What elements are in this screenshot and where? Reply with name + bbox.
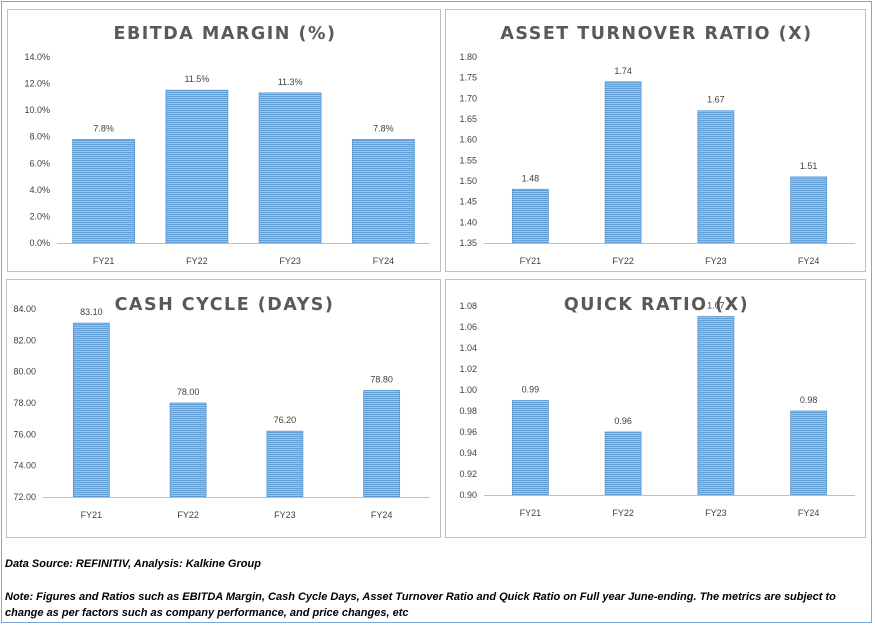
y-tick-label: 1.04 bbox=[459, 343, 477, 353]
data-label: 1.51 bbox=[800, 161, 818, 171]
data-label: 78.80 bbox=[370, 374, 393, 384]
chart-title: ASSET TURNOVER RATIO (X) bbox=[500, 24, 812, 44]
y-tick-label: 2.0% bbox=[29, 211, 50, 221]
bar-chart-cash-cycle: CASH CYCLE (DAYS) 72.00 74.00 76.00 78.00 80.… bbox=[13, 295, 430, 520]
y-tick-label: 8.0% bbox=[29, 132, 50, 142]
y-tick-label: 0.0% bbox=[29, 238, 50, 248]
bar-fy23 bbox=[697, 110, 735, 244]
chart-title: CASH CYCLE (DAYS) bbox=[115, 295, 335, 315]
x-tick-label: FY21 bbox=[81, 510, 103, 520]
bar-fy21 bbox=[511, 400, 549, 496]
x-tick-label: FY24 bbox=[798, 508, 820, 518]
bar-fy22 bbox=[165, 89, 229, 244]
y-tick-label: 0.94 bbox=[459, 448, 477, 458]
y-tick-label: 1.55 bbox=[459, 155, 477, 165]
chart-panel-cash-cycle: CASH CYCLE (DAYS) 72.00 74.00 76.00 78.00 80.… bbox=[6, 279, 441, 538]
bar-fy21 bbox=[72, 322, 110, 498]
data-label: 76.20 bbox=[274, 415, 297, 425]
bar-fy23 bbox=[266, 430, 304, 498]
y-tick-label: 1.35 bbox=[459, 238, 477, 248]
data-label: 0.99 bbox=[522, 385, 540, 395]
data-label: 78.00 bbox=[177, 387, 200, 397]
y-tick-label: 0.92 bbox=[459, 469, 477, 479]
disclaimer-note: Note: Figures and Ratios such as EBITDA … bbox=[5, 591, 836, 619]
y-tick-label: 1.65 bbox=[459, 114, 477, 124]
bar-fy23 bbox=[697, 316, 735, 496]
bar-chart-asset-turnover: ASSET TURNOVER RATIO (X) 1.35 1.40 1.45 1.50… bbox=[459, 24, 855, 266]
x-tick-label: FY22 bbox=[177, 510, 199, 520]
y-tick-label: 1.80 bbox=[459, 52, 477, 62]
y-tick-label: 1.08 bbox=[459, 301, 477, 311]
y-tick-label: 0.98 bbox=[459, 406, 477, 416]
y-tick-label: 72.00 bbox=[13, 492, 36, 502]
y-tick-label: 1.70 bbox=[459, 93, 477, 103]
y-tick-label: 80.00 bbox=[13, 367, 36, 377]
chart-panel-ebitda-margin: EBITDA MARGIN (%) 0.0% 2.0% 4.0% 6.0% 8.0% 10.… bbox=[7, 9, 441, 272]
data-label: 7.8% bbox=[93, 123, 114, 133]
y-tick-label: 74.00 bbox=[13, 461, 36, 471]
y-tick-label: 0.96 bbox=[459, 427, 477, 437]
data-label: 11.3% bbox=[278, 77, 303, 87]
y-tick-label: 1.75 bbox=[459, 73, 477, 83]
bar-fy22 bbox=[604, 81, 642, 244]
bar-fy24 bbox=[790, 176, 828, 244]
x-tick-label: FY23 bbox=[279, 256, 301, 266]
data-label: 1.74 bbox=[614, 66, 632, 76]
x-tick-label: FY23 bbox=[705, 256, 727, 266]
chart-panel-quick-ratio: QUICK RATIO (X) 0.90 0.92 0.94 0.96 0.98 1.00 1… bbox=[445, 279, 866, 538]
y-tick-label: 6.0% bbox=[29, 158, 50, 168]
x-tick-label: FY24 bbox=[798, 256, 820, 266]
y-tick-label: 1.06 bbox=[459, 322, 477, 332]
x-tick-label: FY21 bbox=[520, 508, 542, 518]
x-tick-label: FY21 bbox=[93, 256, 115, 266]
bar-chart-ebitda: EBITDA MARGIN (%) 0.0% 2.0% 4.0% 6.0% 8.0% 10.… bbox=[24, 24, 430, 266]
y-tick-label: 10.0% bbox=[24, 105, 50, 115]
x-tick-label: FY24 bbox=[373, 256, 395, 266]
x-tick-label: FY22 bbox=[612, 508, 634, 518]
y-tick-label: 14.0% bbox=[24, 52, 50, 62]
x-tick-label: FY23 bbox=[705, 508, 727, 518]
y-tick-label: 84.00 bbox=[13, 304, 36, 314]
y-tick-label: 78.00 bbox=[13, 398, 36, 408]
x-tick-label: FY22 bbox=[612, 256, 634, 266]
y-tick-label: 1.02 bbox=[459, 364, 477, 374]
bar-fy24 bbox=[363, 390, 401, 498]
y-tick-label: 12.0% bbox=[24, 79, 50, 89]
bar-fy24 bbox=[790, 410, 828, 496]
bar-fy22 bbox=[604, 431, 642, 496]
data-label: 1.07 bbox=[707, 301, 725, 311]
bar-fy22 bbox=[169, 402, 207, 498]
bar-fy24 bbox=[351, 138, 415, 244]
x-tick-label: FY24 bbox=[371, 510, 393, 520]
data-label: 7.8% bbox=[373, 123, 394, 133]
data-label: 0.98 bbox=[800, 395, 818, 405]
bar-fy21 bbox=[72, 138, 136, 244]
data-label: 1.48 bbox=[522, 173, 540, 183]
data-source-note: Data Source: REFINITIV, Analysis: Kalkin… bbox=[5, 558, 261, 570]
data-label: 1.67 bbox=[707, 95, 725, 105]
x-tick-label: FY23 bbox=[274, 510, 296, 520]
y-tick-label: 1.45 bbox=[459, 197, 477, 207]
data-label: 83.10 bbox=[80, 307, 103, 317]
x-tick-label: FY22 bbox=[186, 256, 208, 266]
chart-title: QUICK RATIO (X) bbox=[564, 295, 749, 315]
chart-panel-asset-turnover: ASSET TURNOVER RATIO (X) 1.35 1.40 1.45 1.50… bbox=[445, 9, 866, 272]
data-label: 0.96 bbox=[614, 416, 632, 426]
y-tick-label: 4.0% bbox=[29, 185, 50, 195]
bar-fy23 bbox=[258, 92, 322, 244]
data-label: 11.5% bbox=[184, 74, 209, 84]
y-tick-label: 1.00 bbox=[459, 385, 477, 395]
y-tick-label: 0.90 bbox=[459, 490, 477, 500]
chart-title: EBITDA MARGIN (%) bbox=[114, 24, 337, 44]
y-tick-label: 1.40 bbox=[459, 217, 477, 227]
y-tick-label: 1.60 bbox=[459, 135, 477, 145]
y-tick-label: 82.00 bbox=[13, 335, 36, 345]
x-tick-label: FY21 bbox=[520, 256, 542, 266]
bar-chart-quick-ratio: QUICK RATIO (X) 0.90 0.92 0.94 0.96 0.98 1.00 1… bbox=[459, 295, 855, 518]
y-tick-label: 76.00 bbox=[13, 429, 36, 439]
y-tick-label: 1.50 bbox=[459, 176, 477, 186]
bar-fy21 bbox=[511, 188, 549, 244]
